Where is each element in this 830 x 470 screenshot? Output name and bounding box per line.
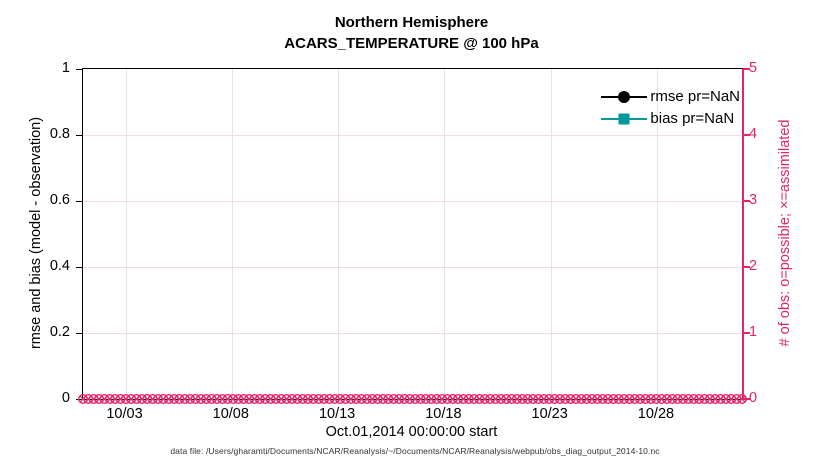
left-y-tick-labels: 0 0.2 0.4 0.6 0.8 1 (0, 60, 74, 406)
right-y-tick-label: 4 (749, 126, 758, 142)
vertical-gridline (231, 69, 233, 399)
x-tick-label: 10/23 (531, 406, 568, 422)
left-y-tick-label: 0.2 (49, 324, 70, 340)
left-y-tick-label: 0.4 (49, 258, 70, 274)
legend-label-rmse: rmse pr=NaN (650, 88, 740, 105)
title-line-2: ACARS_TEMPERATURE @ 100 hPa (284, 35, 539, 52)
vertical-gridline (125, 69, 127, 399)
vertical-gridline (444, 69, 446, 399)
right-y-tick-mark (744, 200, 750, 202)
bias-square-marker-icon (618, 113, 630, 124)
horizontal-gridline (83, 267, 742, 268)
legend-label-bias: bias pr=NaN (650, 110, 735, 127)
legend-sample-rmse (601, 90, 648, 104)
right-y-tick-mark (744, 332, 750, 334)
left-y-tick-label: 0.8 (49, 126, 70, 142)
x-axis-label: Oct.01,2014 00:00:00 start (325, 424, 498, 440)
x-tick-label: 10/03 (106, 406, 143, 422)
left-y-tick-mark (76, 266, 82, 268)
x-tick-labels: 10/03 10/08 10/13 10/18 10/23 10/28 (82, 406, 741, 426)
rmse-circle-marker-icon (618, 90, 631, 103)
right-y-tick-label: 2 (749, 258, 758, 274)
vertical-gridline (656, 69, 658, 399)
legend: rmse pr=NaN bias pr=NaN (601, 87, 740, 128)
legend-sample-bias (601, 112, 648, 126)
left-y-tick-mark (76, 200, 82, 202)
left-y-tick-label: 1 (61, 60, 70, 76)
x-tick-label: 10/28 (637, 406, 675, 422)
legend-item-bias: bias pr=NaN (601, 109, 740, 128)
horizontal-gridline (83, 333, 742, 334)
left-y-tick-label: 0 (61, 390, 70, 406)
horizontal-gridline (83, 135, 742, 136)
left-y-tick-mark (76, 68, 82, 70)
left-y-tick-mark (76, 332, 82, 334)
right-y-tick-mark (744, 68, 750, 70)
x-tick-label: 10/18 (425, 406, 462, 422)
left-y-tick-label: 0.6 (49, 192, 70, 208)
x-tick-label: 10/13 (318, 406, 356, 422)
plot-area (76, 68, 750, 405)
right-y-tick-label: 3 (749, 192, 758, 208)
obs-markers-band (77, 393, 748, 405)
vertical-gridline (550, 69, 552, 399)
vertical-gridline (338, 69, 340, 399)
right-y-tick-mark (744, 266, 750, 268)
right-y-tick-labels: 0 1 2 3 4 5 (749, 60, 789, 406)
title-line-1: Northern Hemisphere (334, 14, 489, 31)
legend-item-rmse: rmse pr=NaN (601, 87, 740, 106)
right-y-tick-label: 1 (749, 324, 758, 340)
left-y-tick-mark (76, 134, 82, 136)
right-y-tick-label: 5 (749, 60, 758, 76)
chart-title: Northern Hemisphere ACARS_TEMPERATURE @ … (82, 12, 741, 54)
right-y-tick-mark (744, 134, 750, 136)
x-tick-label: 10/08 (212, 406, 249, 422)
data-file-footnote: data file: /Users/gharamti/Documents/NCA… (170, 446, 660, 456)
horizontal-gridline (83, 201, 742, 202)
right-y-tick-label: 0 (749, 390, 758, 406)
